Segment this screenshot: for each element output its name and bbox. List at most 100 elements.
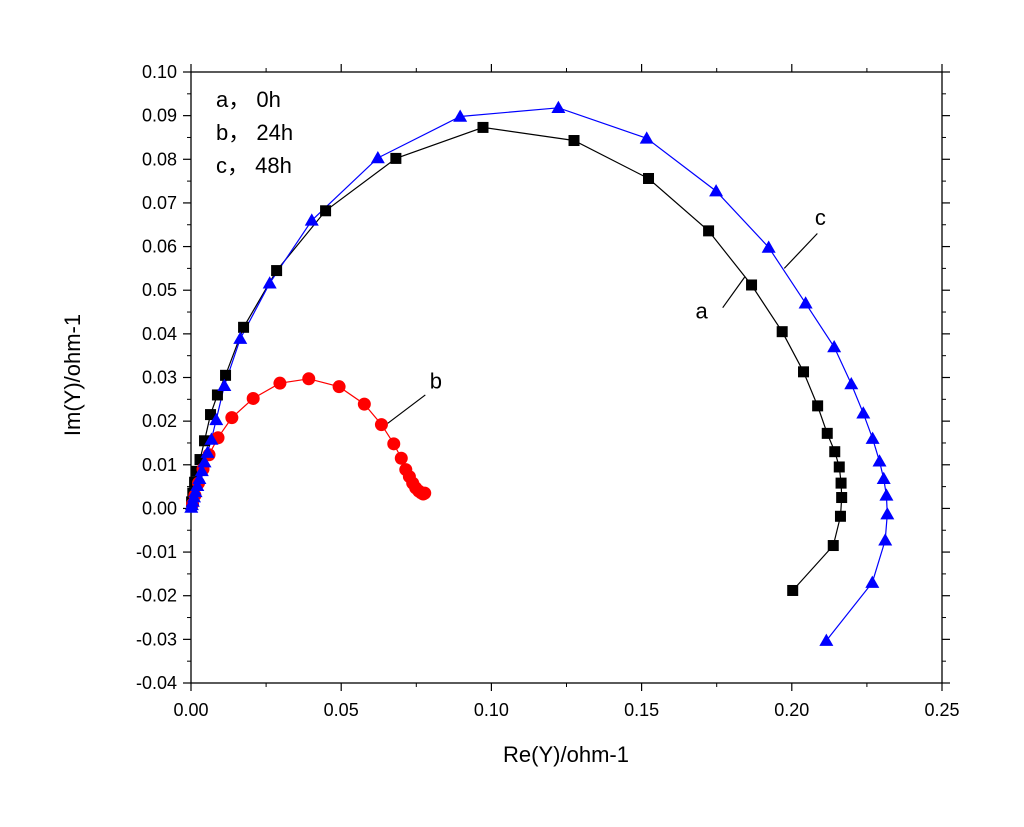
series-c-point [856,406,871,419]
series-b-point [302,372,316,386]
x-tick-label: 0.00 [173,700,208,720]
series-c-point [879,488,894,501]
x-tick-label: 0.15 [624,700,659,720]
series-c-point [370,150,385,164]
x-tick-label: 0.05 [324,700,359,720]
y-tick-label: -0.03 [136,629,177,649]
series-c-point [819,633,834,646]
series-b-point [225,411,239,425]
series-a-point [205,409,217,421]
series-c-point [844,377,859,390]
series-c-point [551,100,566,114]
y-tick-label: -0.02 [136,586,177,606]
series-c-point [209,412,224,426]
series-b-point [357,397,371,411]
annotation-b-leader [387,394,426,424]
y-tick-label: 0.09 [142,106,177,126]
series-a-point [821,427,833,439]
y-tick-label: 0.03 [142,368,177,388]
y-tick-label: 0.06 [142,237,177,257]
series-c-point [639,131,654,144]
series-c-point [709,184,724,197]
legend-entry-a: a， 0h [216,87,281,112]
legend-entry-b: b， 24h [216,120,293,145]
y-tick-label: -0.01 [136,542,177,562]
series-c-point [453,109,468,122]
axes: 0.00 0.05 0.10 0.15 0.20 0.25 -0.04 -0.03 -0.02 -… [136,62,960,720]
series-b-point [246,391,260,405]
y-tick-label: 0.02 [142,411,177,431]
y-tick-label: 0.10 [142,62,177,82]
series-c-point [197,455,212,468]
series-a-point [835,477,847,489]
annotation-c-leader [783,233,818,269]
y-tick-label: 0.00 [142,498,177,518]
series-c-point [217,378,232,392]
series-c-point [304,213,319,226]
y-tick-label: 0.07 [142,193,177,213]
series-b-point [332,380,346,394]
y-tick-label: 0.05 [142,280,177,300]
series-a-point [271,265,283,277]
series-a-point [776,326,788,338]
annotation-b-label: b [430,368,442,393]
series-a-point [220,369,232,381]
series-c-point [200,445,215,458]
series-a-point [199,435,211,447]
series-b-point [418,486,432,500]
series-c-point [262,276,277,289]
series-a-point [798,366,810,378]
series-a-point [477,121,489,133]
series-c-point [878,533,893,546]
series-c-point [876,471,891,485]
series-a-point [194,454,206,466]
annotation-a-leader [722,276,746,309]
x-tick-label: 0.20 [774,700,809,720]
series-c-point [192,471,207,485]
series-a-point [833,461,845,473]
annotation-a-label: a [696,299,709,324]
series-a-point [812,400,824,412]
y-tick-label: -0.04 [136,673,177,693]
legend: a， 0h b， 24h c， 48h [216,87,293,178]
series-a-point [643,172,655,184]
y-tick-label: 0.04 [142,324,177,344]
series-a-point [211,389,223,401]
series-c-point [872,454,887,467]
series-c-point [761,240,776,253]
annotation-c-label: c [815,205,826,230]
series-a-point [827,540,839,552]
series-c-line [190,107,888,642]
y-tick-label: 0.08 [142,149,177,169]
series-c-point [190,478,205,491]
series-a-line [191,126,843,591]
legend-entry-c: c， 48h [216,153,292,178]
series-b-point [387,437,401,451]
x-tick-label: 0.25 [924,700,959,720]
series-a-point [320,205,332,217]
series-b-point [394,451,408,465]
series-a-point [829,446,841,458]
x-tick-label: 0.10 [474,700,509,720]
x-axis-title: Re(Y)/ohm-1 [503,742,629,767]
series-c-point [194,463,209,477]
series-c-point [865,575,880,588]
series-a-point [836,492,848,504]
series-b-point [273,376,287,390]
y-axis-title: Im(Y)/ohm-1 [60,314,85,436]
series-a-point [568,135,580,147]
annotations: a b c [387,205,826,424]
series-markers [184,100,895,646]
series-b-point [374,418,388,432]
series-c-point [233,331,248,344]
series-a-point [703,225,715,237]
series-a-point [238,321,250,333]
y-tick-label: 0.01 [142,455,177,475]
series-c-point [798,296,813,309]
series-c-point [204,432,219,445]
series-a-point [787,584,799,596]
series-a-point [834,510,846,522]
series-c-point [865,431,880,444]
series-lines [190,107,888,642]
